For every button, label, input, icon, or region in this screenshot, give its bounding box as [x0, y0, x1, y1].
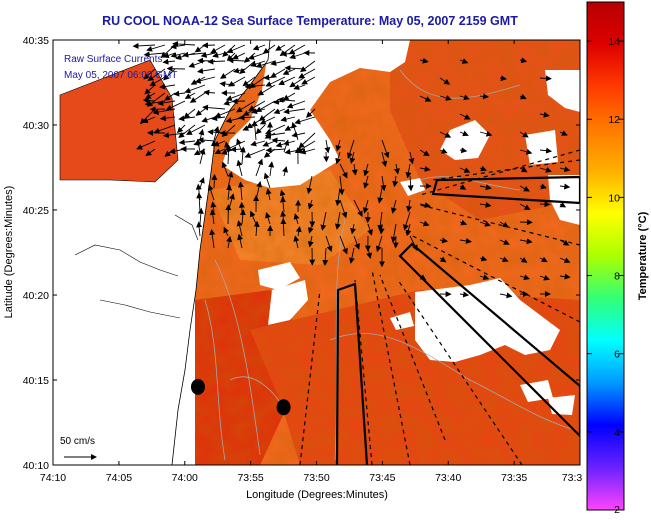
- y-tick-label-0: 40:10: [23, 460, 49, 472]
- station-marker-0: [191, 379, 205, 395]
- x-tick-label-1: 74:05: [106, 472, 132, 484]
- y-tick-label-3: 40:25: [23, 205, 49, 217]
- cb-tick-label-5: 12: [608, 114, 620, 126]
- plot-area: [53, 40, 580, 465]
- cb-tick-label-3: 8: [614, 271, 620, 283]
- y-tick-label-1: 40:15: [23, 375, 49, 387]
- y-tick-label-4: 40:30: [23, 120, 49, 132]
- x-tick-label-0: 74:10: [40, 472, 66, 484]
- station-marker-1: [277, 399, 291, 415]
- legend-line-1: Raw Surface Currents: [64, 54, 162, 65]
- cb-tick-label-0: 2: [614, 504, 620, 515]
- y-tick-label-5: 40:35: [23, 35, 49, 47]
- x-tick-label-6: 73:40: [435, 472, 461, 484]
- cloud-ne-3: [525, 130, 558, 165]
- current-vector-195: [214, 175, 215, 188]
- x-tick-label-8: 73:3: [562, 472, 583, 484]
- x-tick-label-5: 73:45: [369, 472, 395, 484]
- x-axis-label: Longitude (Degrees:Minutes): [246, 489, 388, 501]
- cb-tick-label-2: 6: [614, 349, 620, 361]
- chart-title: RU COOL NOAA-12 Sea Surface Temperature:…: [102, 14, 518, 28]
- x-tick-label-7: 73:35: [501, 472, 527, 484]
- scale-arrow-label: 50 cm/s: [60, 436, 95, 447]
- x-tick-label-3: 73:55: [237, 472, 263, 484]
- y-tick-label-2: 40:20: [23, 290, 49, 302]
- cb-tick-label-4: 10: [608, 192, 620, 204]
- y-axis-label: Latitude (Degrees:Minutes): [3, 186, 15, 319]
- x-tick-label-4: 73:50: [303, 472, 329, 484]
- legend-line-2: May 05, 2007 06:00 GMT: [64, 70, 177, 81]
- cb-tick-label-1: 4: [614, 427, 620, 439]
- x-tick-label-2: 74:00: [172, 472, 198, 484]
- cloud-se-3: [548, 395, 575, 415]
- cb-tick-label-6: 14: [608, 36, 620, 48]
- colorbar-label: Temperature (°C): [637, 211, 649, 300]
- current-vector-6: [203, 45, 215, 46]
